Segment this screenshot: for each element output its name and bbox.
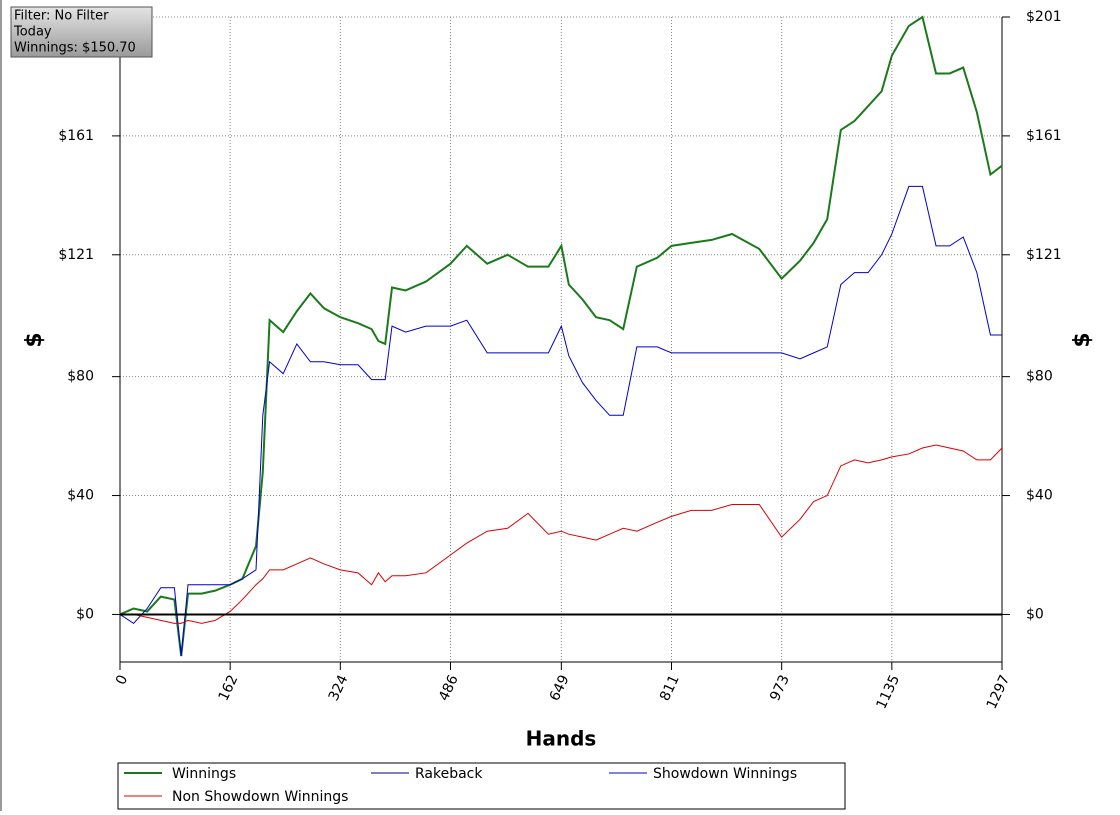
legend-label: Non Showdown Winnings — [172, 789, 348, 805]
x-tick-label: 973 — [767, 673, 793, 704]
x-tick-label: 811 — [657, 673, 683, 704]
legend-box — [117, 762, 846, 810]
y2-tick-label: $0 — [1026, 606, 1044, 622]
y2-tick-label: $161 — [1026, 128, 1062, 144]
series-line — [120, 444, 1003, 624]
y2-axis-label: $ — [1070, 332, 1095, 347]
x-tick-label: 649 — [547, 673, 573, 704]
y-tick-label: $121 — [58, 247, 94, 263]
legend-label: Rakeback — [415, 766, 483, 782]
y2-tick-label: $40 — [1026, 488, 1053, 504]
x-tick-label: 324 — [326, 673, 352, 704]
legend-label: Showdown Winnings — [653, 766, 797, 782]
y-tick-label: $0 — [76, 606, 94, 622]
x-tick-label: 1135 — [874, 673, 904, 712]
legend-label: Winnings — [172, 766, 236, 782]
y-tick-label: $40 — [67, 488, 94, 504]
info-text: Filter: No Filter — [14, 9, 109, 24]
y2-tick-label: $121 — [1026, 247, 1062, 263]
y2-tick-label: $80 — [1026, 369, 1053, 385]
series-line — [119, 15, 1003, 657]
x-axis-label: Hands — [526, 727, 597, 751]
x-tick-label: 162 — [216, 673, 242, 704]
y-axis-label: $ — [22, 332, 47, 347]
series-line — [119, 185, 1002, 657]
y-tick-label: $80 — [67, 369, 94, 385]
x-tick-label: 486 — [436, 673, 462, 704]
x-tick-label: 0 — [113, 673, 131, 688]
info-text: Today — [13, 25, 52, 40]
info-text: Winnings: $150.70 — [14, 41, 136, 56]
y2-tick-label: $201 — [1026, 9, 1062, 25]
y-tick-label: $161 — [58, 128, 94, 144]
x-tick-label: 1297 — [984, 673, 1014, 712]
info-box-bg — [10, 6, 153, 58]
